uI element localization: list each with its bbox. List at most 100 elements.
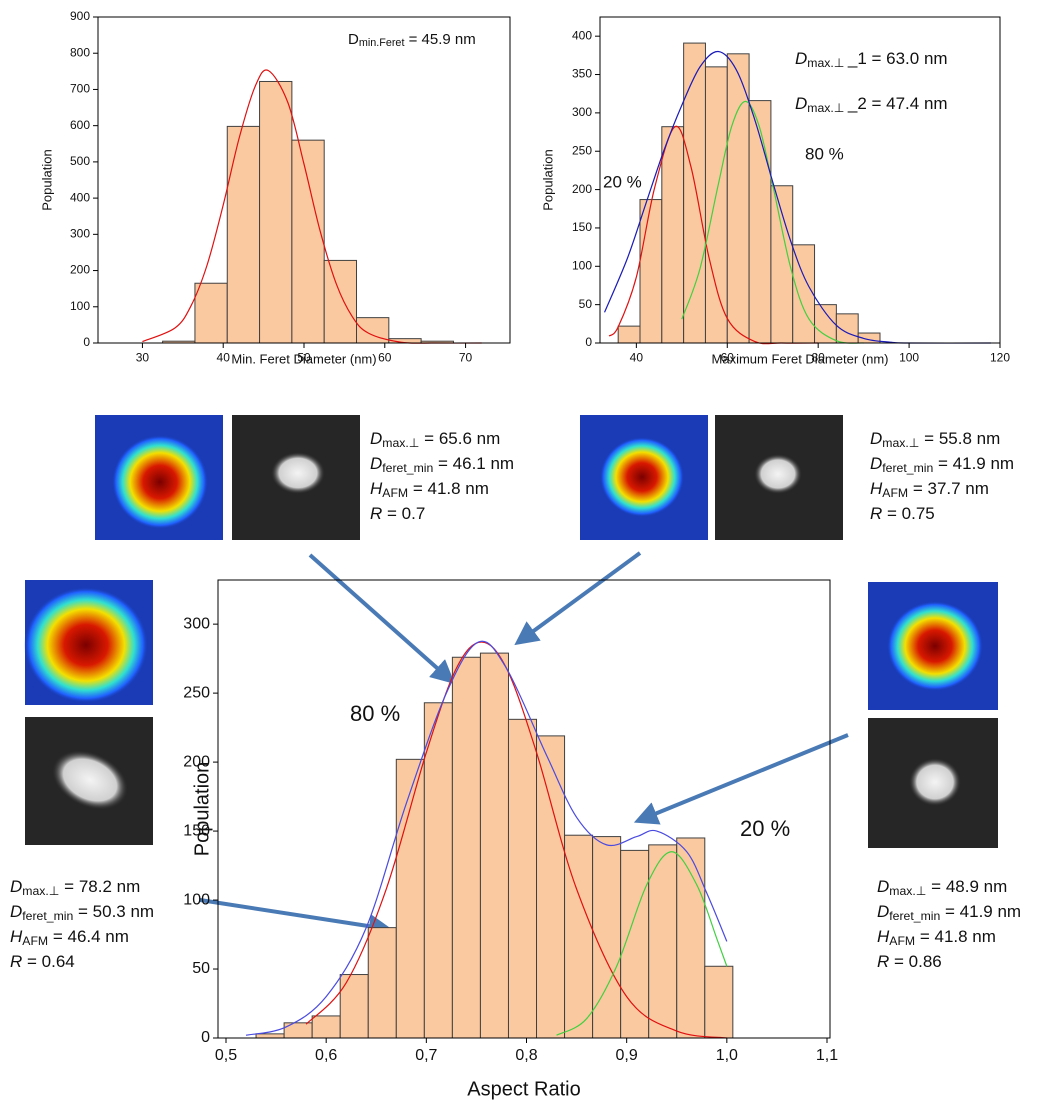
x-tick-label: 50 [297, 350, 311, 364]
particle-descriptor: Dferet_min = 46.1 nm [370, 454, 514, 474]
text: = 78.2 nm [59, 877, 140, 896]
afm-image [24, 580, 153, 705]
particle-descriptor: Dferet_min = 50.3 nm [10, 902, 154, 922]
afm-image [580, 415, 708, 540]
y-tick-label: 150 [572, 220, 592, 234]
arrow [633, 733, 849, 825]
bar [792, 244, 816, 344]
text: = 45.9 nm [404, 31, 475, 48]
symbol: H [870, 479, 883, 498]
fit-curve [603, 50, 991, 344]
bar [194, 282, 228, 344]
bar [255, 1033, 285, 1039]
fit-curve [142, 69, 482, 344]
bar [283, 1022, 313, 1039]
symbol: H [370, 479, 383, 498]
symbol: D [877, 902, 889, 921]
subscript: max.⊥ [807, 101, 848, 115]
annotation: Dmax.⊥ _1 = 63.0 nm [795, 49, 948, 69]
plot-frame [217, 579, 831, 1039]
bar [226, 125, 261, 344]
y-tick-label: 200 [572, 182, 592, 196]
y-tick-label: 250 [183, 684, 210, 701]
y-tick-label: 700 [70, 82, 90, 96]
bar [367, 927, 397, 1039]
arrow [199, 898, 393, 939]
sem-image [232, 415, 360, 540]
x-tick-label: 70 [459, 350, 473, 364]
bar [683, 42, 706, 344]
subscript: feret_min [882, 461, 933, 475]
y-tick-label: 250 [572, 143, 592, 157]
particle-descriptor: Dferet_min = 41.9 nm [877, 902, 1021, 922]
y-tick-label: 500 [70, 154, 90, 168]
y-tick-label: 150 [183, 822, 210, 839]
subscript: AFM [22, 934, 48, 948]
text: = 0.75 [882, 504, 934, 523]
text: = 46.1 nm [433, 454, 514, 473]
sem-image [25, 717, 153, 845]
symbol: D [10, 877, 22, 896]
sem-image [715, 415, 843, 540]
x-tick-label: 30 [136, 350, 150, 364]
bar [323, 259, 358, 344]
y-tick-label: 300 [572, 105, 592, 119]
y-tick-label: 400 [70, 190, 90, 204]
y-axis-label: Population [540, 149, 555, 210]
y-axis-label: Population [191, 762, 213, 857]
y-tick-label: 600 [70, 118, 90, 132]
bar [423, 702, 453, 1039]
particle-descriptor: HAFM = 46.4 nm [10, 927, 129, 947]
text: = 48.9 nm [926, 877, 1007, 896]
y-tick-label: 50 [192, 960, 210, 977]
x-tick-label: 100 [899, 350, 919, 364]
text: = 50.3 nm [73, 902, 154, 921]
text: = 0.7 [382, 504, 425, 523]
annotation: Dmax.⊥ _2 = 47.4 nm [795, 94, 948, 114]
y-tick-label: 100 [183, 891, 210, 908]
y-tick-label: 900 [70, 9, 90, 23]
bar [311, 1015, 341, 1039]
bar [291, 139, 325, 344]
x-tick-label: 0,8 [515, 1047, 537, 1064]
fit-curve [681, 100, 864, 344]
symbol: R [877, 952, 889, 971]
subscript: AFM [882, 486, 908, 500]
x-tick-label: 120 [990, 350, 1010, 364]
x-axis-label: Aspect Ratio [467, 1078, 580, 1100]
particle-descriptor: R = 0.64 [10, 952, 75, 971]
bar [639, 199, 663, 344]
text: _1 = 63.0 nm [847, 49, 948, 68]
bar [592, 836, 622, 1039]
arrow [514, 551, 642, 646]
y-tick-label: 0 [83, 335, 90, 349]
subscript: max.⊥ [807, 56, 848, 70]
x-tick-label: 40 [630, 350, 644, 364]
particle-descriptor: R = 0.75 [870, 504, 935, 523]
arrow [308, 553, 455, 684]
subscript: feret_min [382, 461, 433, 475]
text: = 37.7 nm [908, 479, 989, 498]
particle-descriptor: Dmax.⊥ = 65.6 nm [370, 429, 500, 449]
subscript: max.⊥ [882, 436, 919, 450]
text: = 41.9 nm [940, 902, 1021, 921]
bar [814, 304, 837, 344]
x-tick-label: 0,6 [315, 1047, 337, 1064]
text: = 0.64 [22, 952, 74, 971]
percentage-label: 80 % [350, 701, 400, 726]
x-tick-label: 0,7 [415, 1047, 437, 1064]
y-tick-label: 200 [70, 263, 90, 277]
x-axis-label: Min. Feret Diameter (nm) [231, 351, 376, 366]
text: = 46.4 nm [48, 927, 129, 946]
histogram-chart: 40 60 80 100 120 0 50 100 150 200 250 300 350 400 Maxi… [540, 16, 1010, 366]
bar [617, 325, 641, 344]
bar [339, 974, 369, 1039]
x-tick-label: 60 [721, 350, 735, 364]
afm-image [868, 582, 998, 710]
histogram-chart: 0,5 0,6 0,7 0,8 0,9 1,0 1,1 0 50 100 150 200 250 300 A… [183, 579, 838, 1100]
subscript: max.⊥ [382, 436, 419, 450]
subscript: AFM [382, 486, 408, 500]
x-tick-label: 40 [217, 350, 231, 364]
bar [704, 965, 734, 1039]
symbol: D [877, 877, 889, 896]
